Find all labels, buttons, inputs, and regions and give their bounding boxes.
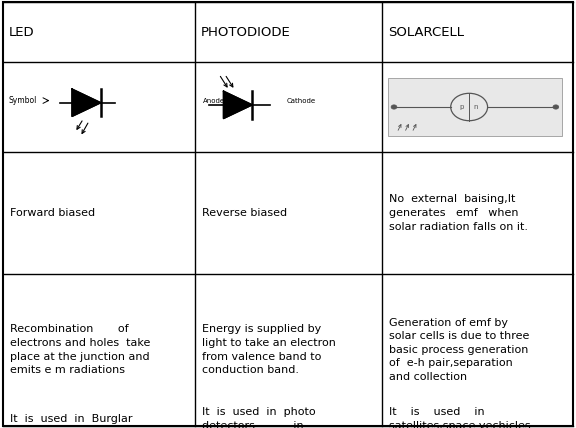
Bar bbox=[388, 78, 562, 136]
Text: Symbol: Symbol bbox=[9, 96, 37, 105]
Text: Recombination       of
electrons and holes  take
place at the junction and
emits: Recombination of electrons and holes tak… bbox=[10, 324, 150, 375]
Text: p: p bbox=[460, 104, 464, 110]
Text: It  is  used  in  photo
detectors           in
communication: It is used in photo detectors in communi… bbox=[202, 407, 315, 428]
Text: Generation of emf by
solar cells is due to three
basic process generation
of  e-: Generation of emf by solar cells is due … bbox=[389, 318, 530, 382]
Text: Forward biased: Forward biased bbox=[10, 208, 95, 218]
Text: No  external  baising,It
generates   emf   when
solar radiation falls on it.: No external baising,It generates emf whe… bbox=[389, 194, 528, 232]
Polygon shape bbox=[223, 91, 252, 119]
Text: Reverse biased: Reverse biased bbox=[202, 208, 287, 218]
Text: It    is    used    in
satellites,space vechicles
calculators.: It is used in satellites,space vechicles… bbox=[389, 407, 531, 428]
Text: It  is  used  in  Burglar
alarm, remote control: It is used in Burglar alarm, remote cont… bbox=[10, 414, 132, 428]
Text: Cathode: Cathode bbox=[287, 98, 316, 104]
Circle shape bbox=[553, 105, 559, 109]
Text: Energy is supplied by
light to take an electron
from valence band to
conduction : Energy is supplied by light to take an e… bbox=[202, 324, 335, 375]
Text: n: n bbox=[473, 104, 478, 110]
Text: LED: LED bbox=[9, 26, 34, 39]
Text: Anode: Anode bbox=[203, 98, 225, 104]
Text: SOLARCELL: SOLARCELL bbox=[388, 26, 464, 39]
Circle shape bbox=[391, 105, 397, 109]
Polygon shape bbox=[72, 89, 101, 116]
Text: PHOTODIODE: PHOTODIODE bbox=[200, 26, 290, 39]
